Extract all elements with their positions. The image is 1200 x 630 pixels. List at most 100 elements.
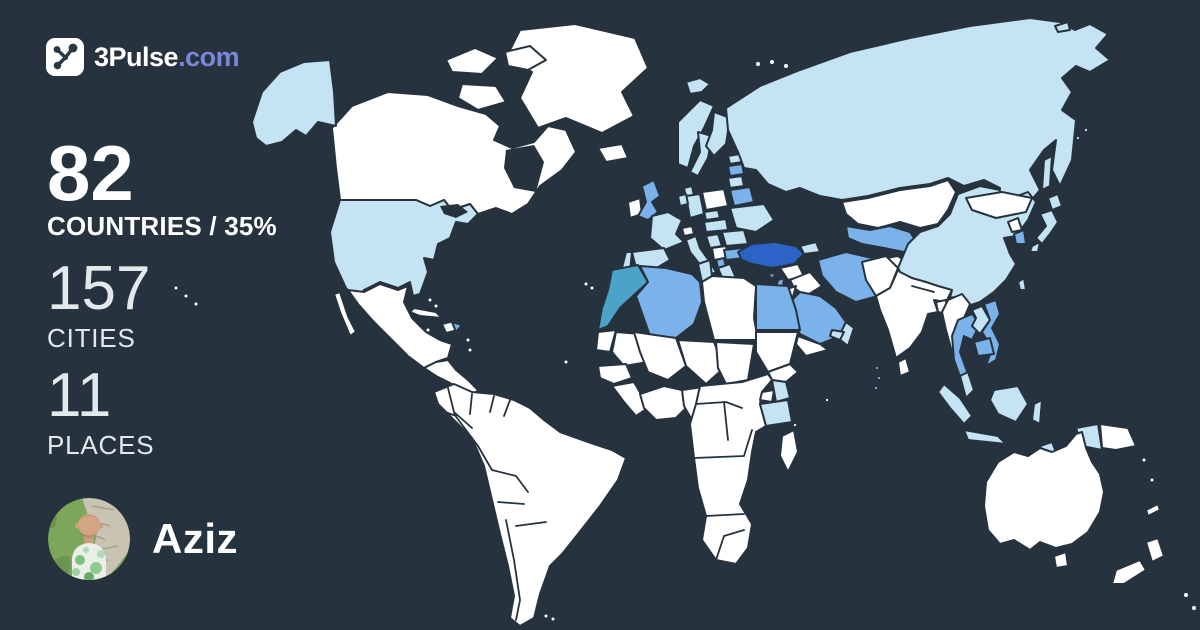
brand-wordmark: 3Pulse.com [94,41,240,73]
island-falkland [550,616,556,622]
country-uganda [759,389,775,403]
country-mexico-baja [333,291,357,337]
country-mongolia [965,191,1033,219]
island-sulawesi [1031,399,1043,425]
island-antilles [465,337,471,343]
country-egypt [755,283,801,331]
country-tanzania [759,399,793,427]
island-new-caledonia [1145,503,1161,517]
border-line-africa [693,401,753,561]
country-romania [721,229,749,247]
country-uae [829,329,845,341]
country-japan-hokkaido [1047,193,1063,211]
island-tasmania [1053,551,1069,569]
stat-places-label: PLACES [47,430,155,460]
island-solomon [1141,457,1147,463]
stat-places-value: 11 [47,361,112,430]
great-lakes [440,204,468,218]
country-kenya [771,379,791,403]
country-dominican-republic [451,321,463,333]
country-iceland [597,143,629,163]
country-ghana-ivory-coast [639,385,689,421]
country-sri-lanka [897,357,911,377]
island-maldives [873,385,879,391]
stat-countries-value: 82 [47,129,134,217]
country-new-zealand-north [1145,537,1165,563]
country-chad [715,341,755,385]
region-central-america [423,359,479,397]
border-line-south-america [439,387,547,621]
stat-countries-label: COUNTRIES / 35% [47,211,277,241]
island-vanuatu [1149,477,1155,483]
island-bahamas [433,303,439,309]
island-fiji [1191,605,1197,611]
country-georgia [799,241,821,255]
country-japan-kyushu [1029,241,1041,253]
region-south-america [433,383,627,627]
island-hawaii [183,293,189,299]
island-kuril [1075,135,1081,141]
username: Aziz [152,515,238,562]
island-borneo [989,385,1029,423]
country-madagascar [779,429,799,473]
island-new-siberian [1054,21,1071,33]
country-kazakhstan [841,179,957,229]
stats-panel: 3Pulse.com 82 COUNTRIES / 35% 157 CITIES… [0,0,320,630]
island-cape-verde [563,359,569,365]
island-bahamas [427,297,433,303]
country-canada-arctic-3 [457,83,507,111]
country-belarus [729,186,755,207]
country-senegal [597,363,633,385]
stat-cities-value: 157 [47,254,151,323]
country-taiwan [1017,277,1027,291]
country-germany [685,193,705,219]
brand-tld: .com [178,41,240,72]
country-latvia [727,163,745,177]
island-fiji [1183,592,1189,598]
country-australia [983,431,1105,551]
island-sakhalin [1041,155,1053,191]
region-central-southern-africa [689,373,773,565]
island-falkland [543,613,549,619]
country-austria-hungary [703,218,729,233]
avatar [48,498,130,580]
country-laos [971,305,991,335]
island-franz-josef [783,63,789,69]
country-vietnam [981,299,1001,367]
brand-name: 3Pulse [94,41,179,72]
island-maldives [876,375,882,381]
brand-logo: 3Pulse.com [46,38,240,76]
stat-cities-label: CITIES [47,323,136,353]
country-mali [633,331,687,381]
island-java [963,429,1007,445]
island-antilles [467,347,473,353]
island-jamaica [425,327,431,333]
country-papua-new-guinea [1099,423,1137,451]
island-sumatra [937,383,973,425]
border-line-nepal [911,285,935,293]
island-canary [589,285,595,291]
island-comoros [792,422,798,428]
country-canada-arctic-2 [504,45,547,71]
country-new-zealand-south [1111,559,1147,585]
island-seychelles [824,397,830,403]
profile: Aziz [48,498,238,580]
country-malaysia-peninsula [959,371,975,399]
country-cambodia [973,337,995,357]
country-mexico [347,283,453,369]
country-czechia [703,209,721,221]
country-russia [725,17,1111,207]
country-united-kingdom [637,179,661,221]
island-hawaii [173,285,179,291]
country-canada-arctic-1 [445,47,499,75]
country-turkey [737,241,805,269]
country-united-states-alaska [251,59,337,147]
country-lithuania [727,175,745,189]
brand-logo-icon [46,38,84,76]
country-niger [677,339,725,385]
country-netherlands [677,193,689,207]
island-svalbard [685,77,711,95]
island-hawaii [193,301,199,307]
country-south-korea [1013,229,1027,245]
